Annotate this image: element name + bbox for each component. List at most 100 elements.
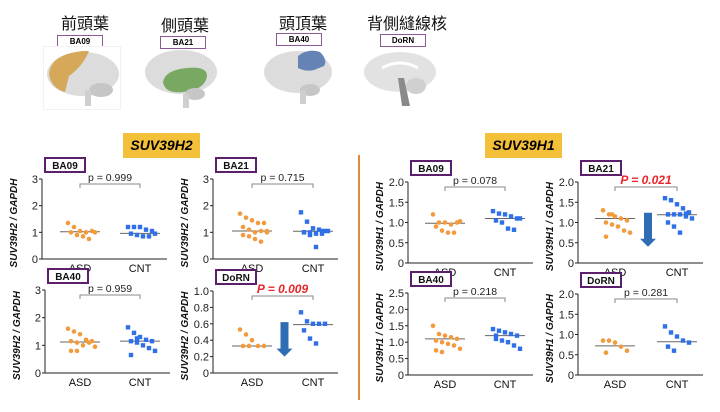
panel-suv39h1-ba21-tag-label: BA21: [588, 164, 614, 175]
panel-suv39h1-ba09-asd-point: [457, 218, 463, 224]
panel-suv39h2-ba09-asd-point: [74, 232, 80, 238]
panel-suv39h1-ba09-significance-bracket: [444, 186, 506, 191]
panel-suv39h1-ba40-cnt-point: [493, 336, 499, 342]
panel-suv39h2-ba21-asd-point: [240, 232, 246, 238]
panel-suv39h2-ba09-tag-box: [44, 157, 86, 173]
panel-suv39h1-ba09-cnt-point: [505, 226, 511, 231]
panel-suv39h1-dorn-ytick-label: 1.0: [559, 330, 574, 342]
panel-suv39h1-ba40-ytick-label: 2.5: [389, 288, 404, 300]
panel-suv39h2-ba09-asd-point: [92, 230, 98, 235]
panel-suv39h2-ba21-ytick-label: 3: [203, 174, 209, 186]
panel-suv39h1-dorn-asd-point: [603, 350, 609, 356]
panel-suv39h1-ba09-ytick-label: 0: [398, 258, 404, 270]
panel-suv39h1-ba40-tag-label: BA40: [418, 275, 444, 286]
panel-suv39h1-dorn-cnt-point: [662, 324, 668, 329]
panel-suv39h1-ba40-x-label-cnt: CNT: [494, 379, 517, 391]
panel-suv39h1-ba21-asd-point: [624, 218, 630, 223]
panel-suv39h1-ba40-asd-point: [457, 346, 463, 352]
panel-suv39h2-ba21-asd-point: [252, 230, 258, 235]
panel-suv39h2-ba09-asd-point: [86, 236, 92, 242]
panel-suv39h1-ba40-asd-point: [436, 331, 442, 337]
panel-suv39h2-ba09-cnt-point: [134, 232, 140, 238]
panel-suv39h1-ba21-tag-box: [580, 160, 622, 176]
panel-suv39h1-ba09-tag-box: [410, 160, 452, 176]
panel-suv39h2-ba40-asd-point: [74, 340, 80, 345]
panel-suv39h1-ba09-x-label-cnt: CNT: [494, 267, 517, 279]
panel-suv39h2-ba21-asd-point: [243, 215, 249, 220]
panel-suv39h2-ba21-significance-bracket: [251, 183, 314, 188]
panel-suv39h1-ba40-ytick-label: 2.0: [389, 304, 404, 316]
region-title-temporal: 側頭葉: [160, 16, 209, 35]
panel-suv39h1-dorn-y-axis-label: SUV39H1 / GAPDH: [545, 293, 556, 383]
panel-suv39h1-dorn-ytick-label: 2.0: [559, 289, 574, 301]
panel-suv39h2-ba21-asd-point: [255, 220, 261, 226]
panel-suv39h1-ba40-ytick-label: 1.5: [389, 321, 404, 333]
panel-suv39h1-ba21-significance-bracket: [614, 186, 678, 191]
panel-suv39h2-ba21-asd-point: [237, 211, 243, 216]
panel-suv39h1-ba09-asd-point: [433, 224, 439, 229]
panel-suv39h1-ba40-asd-point: [448, 334, 454, 340]
panel-suv39h1-ba40-asd-point: [439, 349, 445, 355]
panel-suv39h2-ba21-ytick-label: 2: [203, 201, 209, 213]
panel-suv39h2-dorn-tag-label: DoRN: [222, 273, 250, 284]
region-tag-dorn: DoRN: [380, 34, 426, 47]
panel-suv39h1-dorn-asd-point: [612, 340, 618, 345]
column-divider: [358, 155, 360, 400]
panel-suv39h2-ba40-cnt-point: [128, 352, 134, 358]
panel-suv39h1-ba21-cnt-point: [683, 211, 689, 216]
panel-suv39h2-ba40-asd-point: [77, 331, 83, 337]
panel-suv39h1-ba21-cnt-point: [668, 198, 674, 203]
panel-suv39h2-ba21-ytick-label: 0: [203, 254, 209, 266]
panel-suv39h2-ba40-asd-point: [65, 326, 71, 332]
panel-suv39h1-ba21-ytick-label: 2.0: [559, 177, 574, 189]
panel-suv39h1-ba21-ytick-label: 1.5: [559, 197, 574, 209]
panel-suv39h2-ba21-cnt-point: [310, 226, 316, 231]
panel-suv39h1-dorn-cnt-point: [680, 338, 686, 343]
panel-suv39h2-ba21-asd-point: [240, 224, 246, 230]
panel-suv39h2-ba40-cnt-point: [128, 338, 134, 344]
panel-suv39h2-ba21-cnt-point: [325, 228, 331, 234]
panel-suv39h1-ba21-cnt-point: [665, 220, 671, 225]
panel-suv39h1-ba21-asd-point: [618, 216, 624, 221]
panel-suv39h2-ba21-cnt-point: [307, 232, 313, 238]
panel-suv39h2-ba21-cnt-point: [313, 231, 319, 236]
panel-suv39h2-ba09-ytick-label: 0: [32, 254, 38, 266]
panel-suv39h1-ba09-cnt-point: [499, 220, 505, 225]
panel-suv39h2-ba09-asd-point: [83, 230, 89, 235]
panel-suv39h2-ba40-tag-box: [47, 268, 89, 284]
panel-suv39h1-ba21-asd-point: [600, 208, 606, 213]
panel-suv39h2-ba40-asd-point: [71, 329, 77, 334]
panel-suv39h1-ba40-cnt-point: [517, 346, 523, 351]
panel-suv39h2-dorn-cnt-point: [304, 319, 310, 324]
panel-suv39h2-dorn-cnt-point: [310, 321, 316, 326]
panel-suv39h2-ba21-cnt-point: [304, 219, 310, 224]
panel-suv39h1-ba40-asd-point: [433, 348, 439, 353]
panel-suv39h2-ba40-significance-bracket: [79, 294, 141, 299]
panel-suv39h2-ba21-asd-point: [258, 228, 264, 234]
panel-suv39h1-ba40-p-value: p = 0.218: [453, 286, 497, 298]
panel-suv39h2-ba09-cnt-point: [140, 234, 146, 239]
panel-suv39h1-ba40-x-label-asd: ASD: [434, 379, 457, 391]
panel-suv39h2-dorn-asd-point: [246, 343, 252, 349]
panel-suv39h2-dorn-x-label-cnt: CNT: [302, 377, 325, 389]
panel-suv39h1-ba40-cnt-point: [514, 333, 520, 338]
panel-suv39h2-ba21-asd-point: [258, 239, 264, 244]
panel-suv39h2-dorn-asd-point: [237, 327, 243, 332]
panel-suv39h2-ba21-cnt-point: [322, 228, 328, 234]
panel-suv39h2-dorn-cnt-point: [307, 336, 313, 341]
panel-suv39h1-ba40-significance-bracket: [444, 297, 506, 302]
panel-suv39h2-dorn-asd-point: [240, 343, 246, 349]
panel-suv39h1-ba40-asd-point: [439, 339, 445, 345]
panel-suv39h1-ba21-cnt-point: [665, 212, 671, 217]
panel-suv39h1-ba09-cnt-point: [502, 212, 508, 217]
panel-suv39h2-ba09-cnt-point: [125, 224, 131, 230]
panel-suv39h2-ba40-asd-point: [86, 340, 92, 345]
panel-suv39h2-dorn-asd-point: [249, 337, 255, 343]
panel-suv39h2-ba09-asd-point: [80, 234, 86, 239]
panel-suv39h1-dorn-cnt-point: [674, 334, 680, 339]
panel-suv39h1-ba09-tag-label: BA09: [418, 164, 444, 175]
panel-suv39h1-ba21-cnt-point: [671, 212, 677, 217]
panel-suv39h2-ba21-asd-point: [249, 218, 255, 223]
